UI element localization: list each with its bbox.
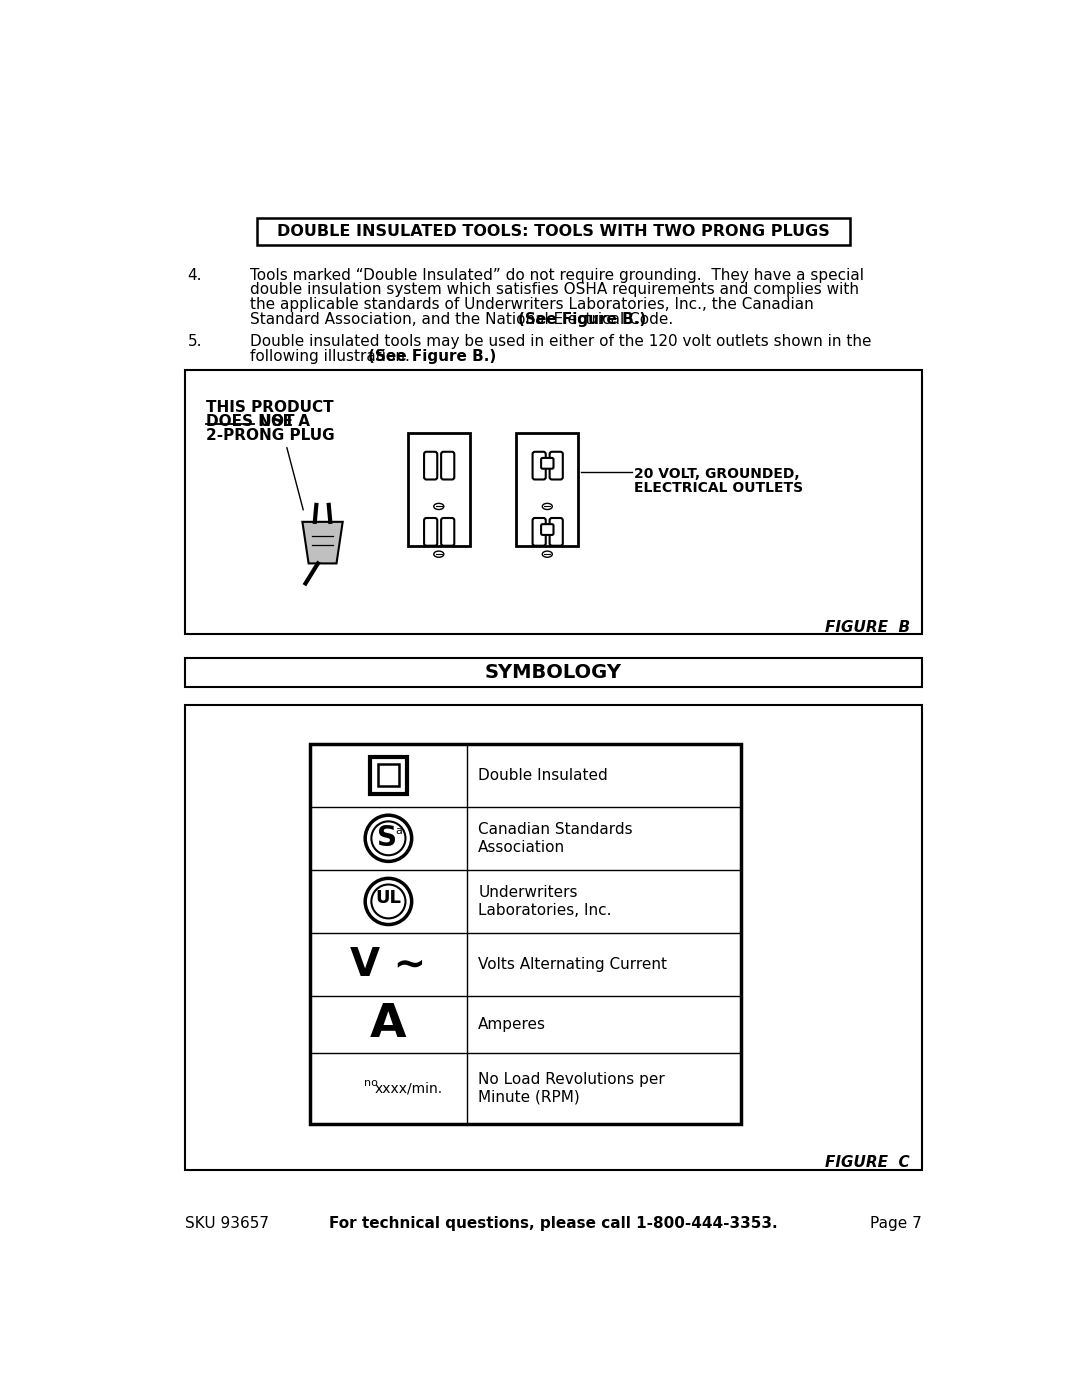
Bar — [408, 433, 470, 546]
Text: a: a — [395, 826, 402, 835]
Text: FIGURE  C: FIGURE C — [825, 1155, 910, 1169]
Ellipse shape — [434, 550, 444, 557]
Text: (See Figure B.): (See Figure B.) — [518, 312, 647, 327]
Text: (See Figure B.): (See Figure B.) — [367, 349, 496, 363]
Text: Amperes: Amperes — [478, 1017, 546, 1032]
Text: 4.: 4. — [188, 268, 202, 282]
Bar — [516, 433, 578, 546]
Bar — [369, 757, 407, 793]
Bar — [310, 743, 741, 1125]
FancyBboxPatch shape — [541, 458, 554, 469]
Text: Standard Association, and the National Electrical Code.: Standard Association, and the National E… — [249, 312, 683, 327]
Text: UL: UL — [376, 890, 402, 908]
Text: the applicable standards of Underwriters Laboratories, Inc., the Canadian: the applicable standards of Underwriters… — [249, 298, 813, 312]
Text: xxxx/min.: xxxx/min. — [375, 1081, 443, 1095]
Text: DOES NOT: DOES NOT — [206, 414, 295, 429]
FancyBboxPatch shape — [550, 451, 563, 479]
Ellipse shape — [434, 503, 444, 510]
Text: 5.: 5. — [188, 334, 202, 349]
Text: 2-PRONG PLUG: 2-PRONG PLUG — [206, 427, 335, 443]
Text: FIGURE  B: FIGURE B — [825, 620, 910, 636]
FancyBboxPatch shape — [550, 518, 563, 546]
FancyBboxPatch shape — [541, 524, 554, 535]
Circle shape — [365, 879, 411, 925]
Text: no: no — [364, 1078, 378, 1088]
Text: DOUBLE INSULATED TOOLS: TOOLS WITH TWO PRONG PLUGS: DOUBLE INSULATED TOOLS: TOOLS WITH TWO P… — [278, 225, 829, 239]
Text: SKU 93657: SKU 93657 — [186, 1217, 269, 1231]
FancyBboxPatch shape — [532, 518, 545, 546]
FancyBboxPatch shape — [424, 451, 437, 479]
Text: USE A: USE A — [254, 414, 310, 429]
Circle shape — [372, 821, 405, 855]
Bar — [186, 658, 921, 687]
Bar — [186, 370, 921, 634]
Text: Page 7: Page 7 — [869, 1217, 921, 1231]
Bar — [378, 764, 400, 787]
Bar — [257, 218, 850, 246]
Text: following illustration.: following illustration. — [249, 349, 419, 363]
Text: Tools marked “Double Insulated” do not require grounding.  They have a special: Tools marked “Double Insulated” do not r… — [249, 268, 864, 282]
FancyBboxPatch shape — [424, 518, 437, 546]
FancyBboxPatch shape — [532, 451, 545, 479]
Text: double insulation system which satisfies OSHA requirements and complies with: double insulation system which satisfies… — [249, 282, 859, 298]
FancyBboxPatch shape — [441, 451, 455, 479]
Bar — [186, 705, 921, 1171]
Text: Canadian Standards
Association: Canadian Standards Association — [478, 821, 633, 855]
Ellipse shape — [542, 503, 552, 510]
Text: Double insulated tools may be used in either of the 120 volt outlets shown in th: Double insulated tools may be used in ei… — [249, 334, 872, 349]
Text: 20 VOLT, GROUNDED,: 20 VOLT, GROUNDED, — [634, 467, 799, 481]
Text: No Load Revolutions per
Minute (RPM): No Load Revolutions per Minute (RPM) — [478, 1073, 665, 1105]
Text: For technical questions, please call 1-800-444-3353.: For technical questions, please call 1-8… — [329, 1217, 778, 1231]
Polygon shape — [302, 522, 342, 563]
Ellipse shape — [542, 550, 552, 557]
Circle shape — [372, 884, 405, 918]
FancyBboxPatch shape — [441, 518, 455, 546]
Circle shape — [365, 816, 411, 862]
Text: THIS PRODUCT: THIS PRODUCT — [206, 400, 334, 415]
Text: A: A — [370, 1002, 407, 1048]
Text: SYMBOLOGY: SYMBOLOGY — [485, 664, 622, 682]
Text: Underwriters
Laboratories, Inc.: Underwriters Laboratories, Inc. — [478, 886, 612, 918]
Text: Volts Alternating Current: Volts Alternating Current — [478, 957, 667, 972]
Text: ELECTRICAL OUTLETS: ELECTRICAL OUTLETS — [634, 481, 804, 495]
Text: Double Insulated: Double Insulated — [478, 768, 608, 782]
Text: S: S — [377, 824, 396, 852]
Text: V ∼: V ∼ — [350, 946, 427, 983]
